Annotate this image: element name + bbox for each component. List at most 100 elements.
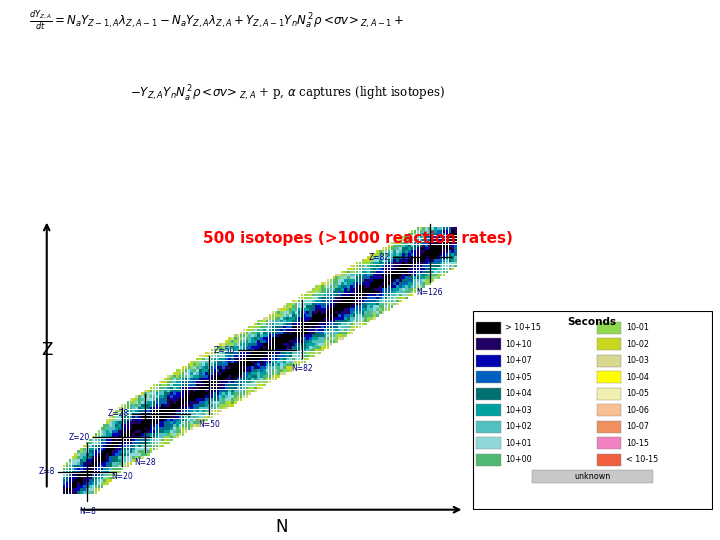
Point	[340, 273, 351, 282]
Point	[444, 253, 456, 262]
Point	[99, 421, 110, 430]
Point	[276, 349, 287, 357]
Point	[386, 288, 397, 296]
Point	[261, 314, 273, 322]
Point	[93, 482, 104, 491]
Point	[114, 456, 125, 465]
Point	[282, 305, 293, 314]
Point	[250, 323, 261, 332]
Point	[400, 273, 412, 282]
Point	[241, 360, 253, 369]
Point	[340, 288, 351, 296]
Point	[197, 404, 209, 413]
Point	[323, 332, 334, 340]
Point	[78, 480, 90, 488]
Point	[90, 482, 102, 491]
Point	[293, 334, 305, 343]
Point	[111, 407, 122, 415]
Point	[369, 253, 380, 262]
Point	[81, 476, 93, 485]
Point	[235, 360, 247, 369]
Point	[207, 404, 218, 413]
Point	[210, 355, 221, 363]
Point	[307, 343, 319, 352]
Point	[99, 433, 110, 442]
Point	[270, 360, 282, 369]
Point	[360, 288, 372, 296]
Point	[177, 381, 189, 389]
Point	[389, 276, 400, 285]
Point	[261, 326, 273, 334]
Point	[305, 328, 316, 337]
Point	[374, 271, 386, 279]
Point	[331, 276, 343, 285]
Point	[212, 349, 224, 357]
Point	[125, 421, 137, 430]
Point	[114, 430, 125, 438]
Point	[395, 241, 406, 250]
Point	[348, 282, 360, 291]
Point	[235, 375, 247, 383]
Point	[108, 459, 120, 468]
Point	[140, 410, 151, 418]
Point	[166, 398, 177, 407]
Point	[210, 357, 221, 366]
Point	[186, 387, 197, 395]
Point	[186, 421, 197, 430]
Point	[180, 387, 192, 395]
Point	[105, 465, 117, 474]
Point	[235, 349, 247, 357]
Point	[403, 273, 415, 282]
Point	[317, 320, 328, 328]
Point	[166, 413, 177, 421]
Point	[267, 357, 279, 366]
Point	[331, 323, 343, 332]
Point	[290, 346, 302, 355]
Point	[197, 363, 209, 372]
Point	[270, 340, 282, 349]
Point	[76, 470, 87, 479]
Point	[253, 363, 264, 372]
Point	[192, 355, 203, 363]
Point	[282, 355, 293, 363]
Point	[114, 413, 125, 421]
Point	[203, 389, 215, 398]
Point	[140, 433, 151, 442]
Point	[392, 285, 403, 294]
Point	[418, 265, 430, 273]
Point	[90, 468, 102, 476]
Point	[235, 334, 247, 343]
Point	[360, 294, 372, 302]
Point	[227, 366, 238, 375]
Point	[111, 418, 122, 427]
Point	[343, 285, 354, 294]
Point	[120, 404, 131, 413]
Point	[70, 465, 81, 474]
Point	[383, 262, 395, 271]
Point	[415, 250, 427, 259]
Point	[258, 328, 270, 337]
Point	[218, 343, 230, 352]
Point	[348, 291, 360, 299]
Point	[299, 343, 310, 352]
Point	[261, 378, 273, 387]
Point	[276, 352, 287, 360]
Point	[145, 387, 157, 395]
Point	[207, 378, 218, 387]
Point	[171, 392, 183, 401]
Point	[267, 328, 279, 337]
Point	[183, 410, 194, 418]
Point	[314, 294, 325, 302]
Point	[241, 389, 253, 398]
Point	[348, 294, 360, 302]
Point	[134, 453, 145, 462]
Point	[218, 404, 230, 413]
Point	[290, 308, 302, 317]
Point	[145, 389, 157, 398]
Point	[438, 262, 450, 271]
Point	[87, 468, 99, 476]
Point	[244, 363, 256, 372]
Point	[224, 375, 235, 383]
Point	[148, 387, 160, 395]
Point	[192, 363, 203, 372]
